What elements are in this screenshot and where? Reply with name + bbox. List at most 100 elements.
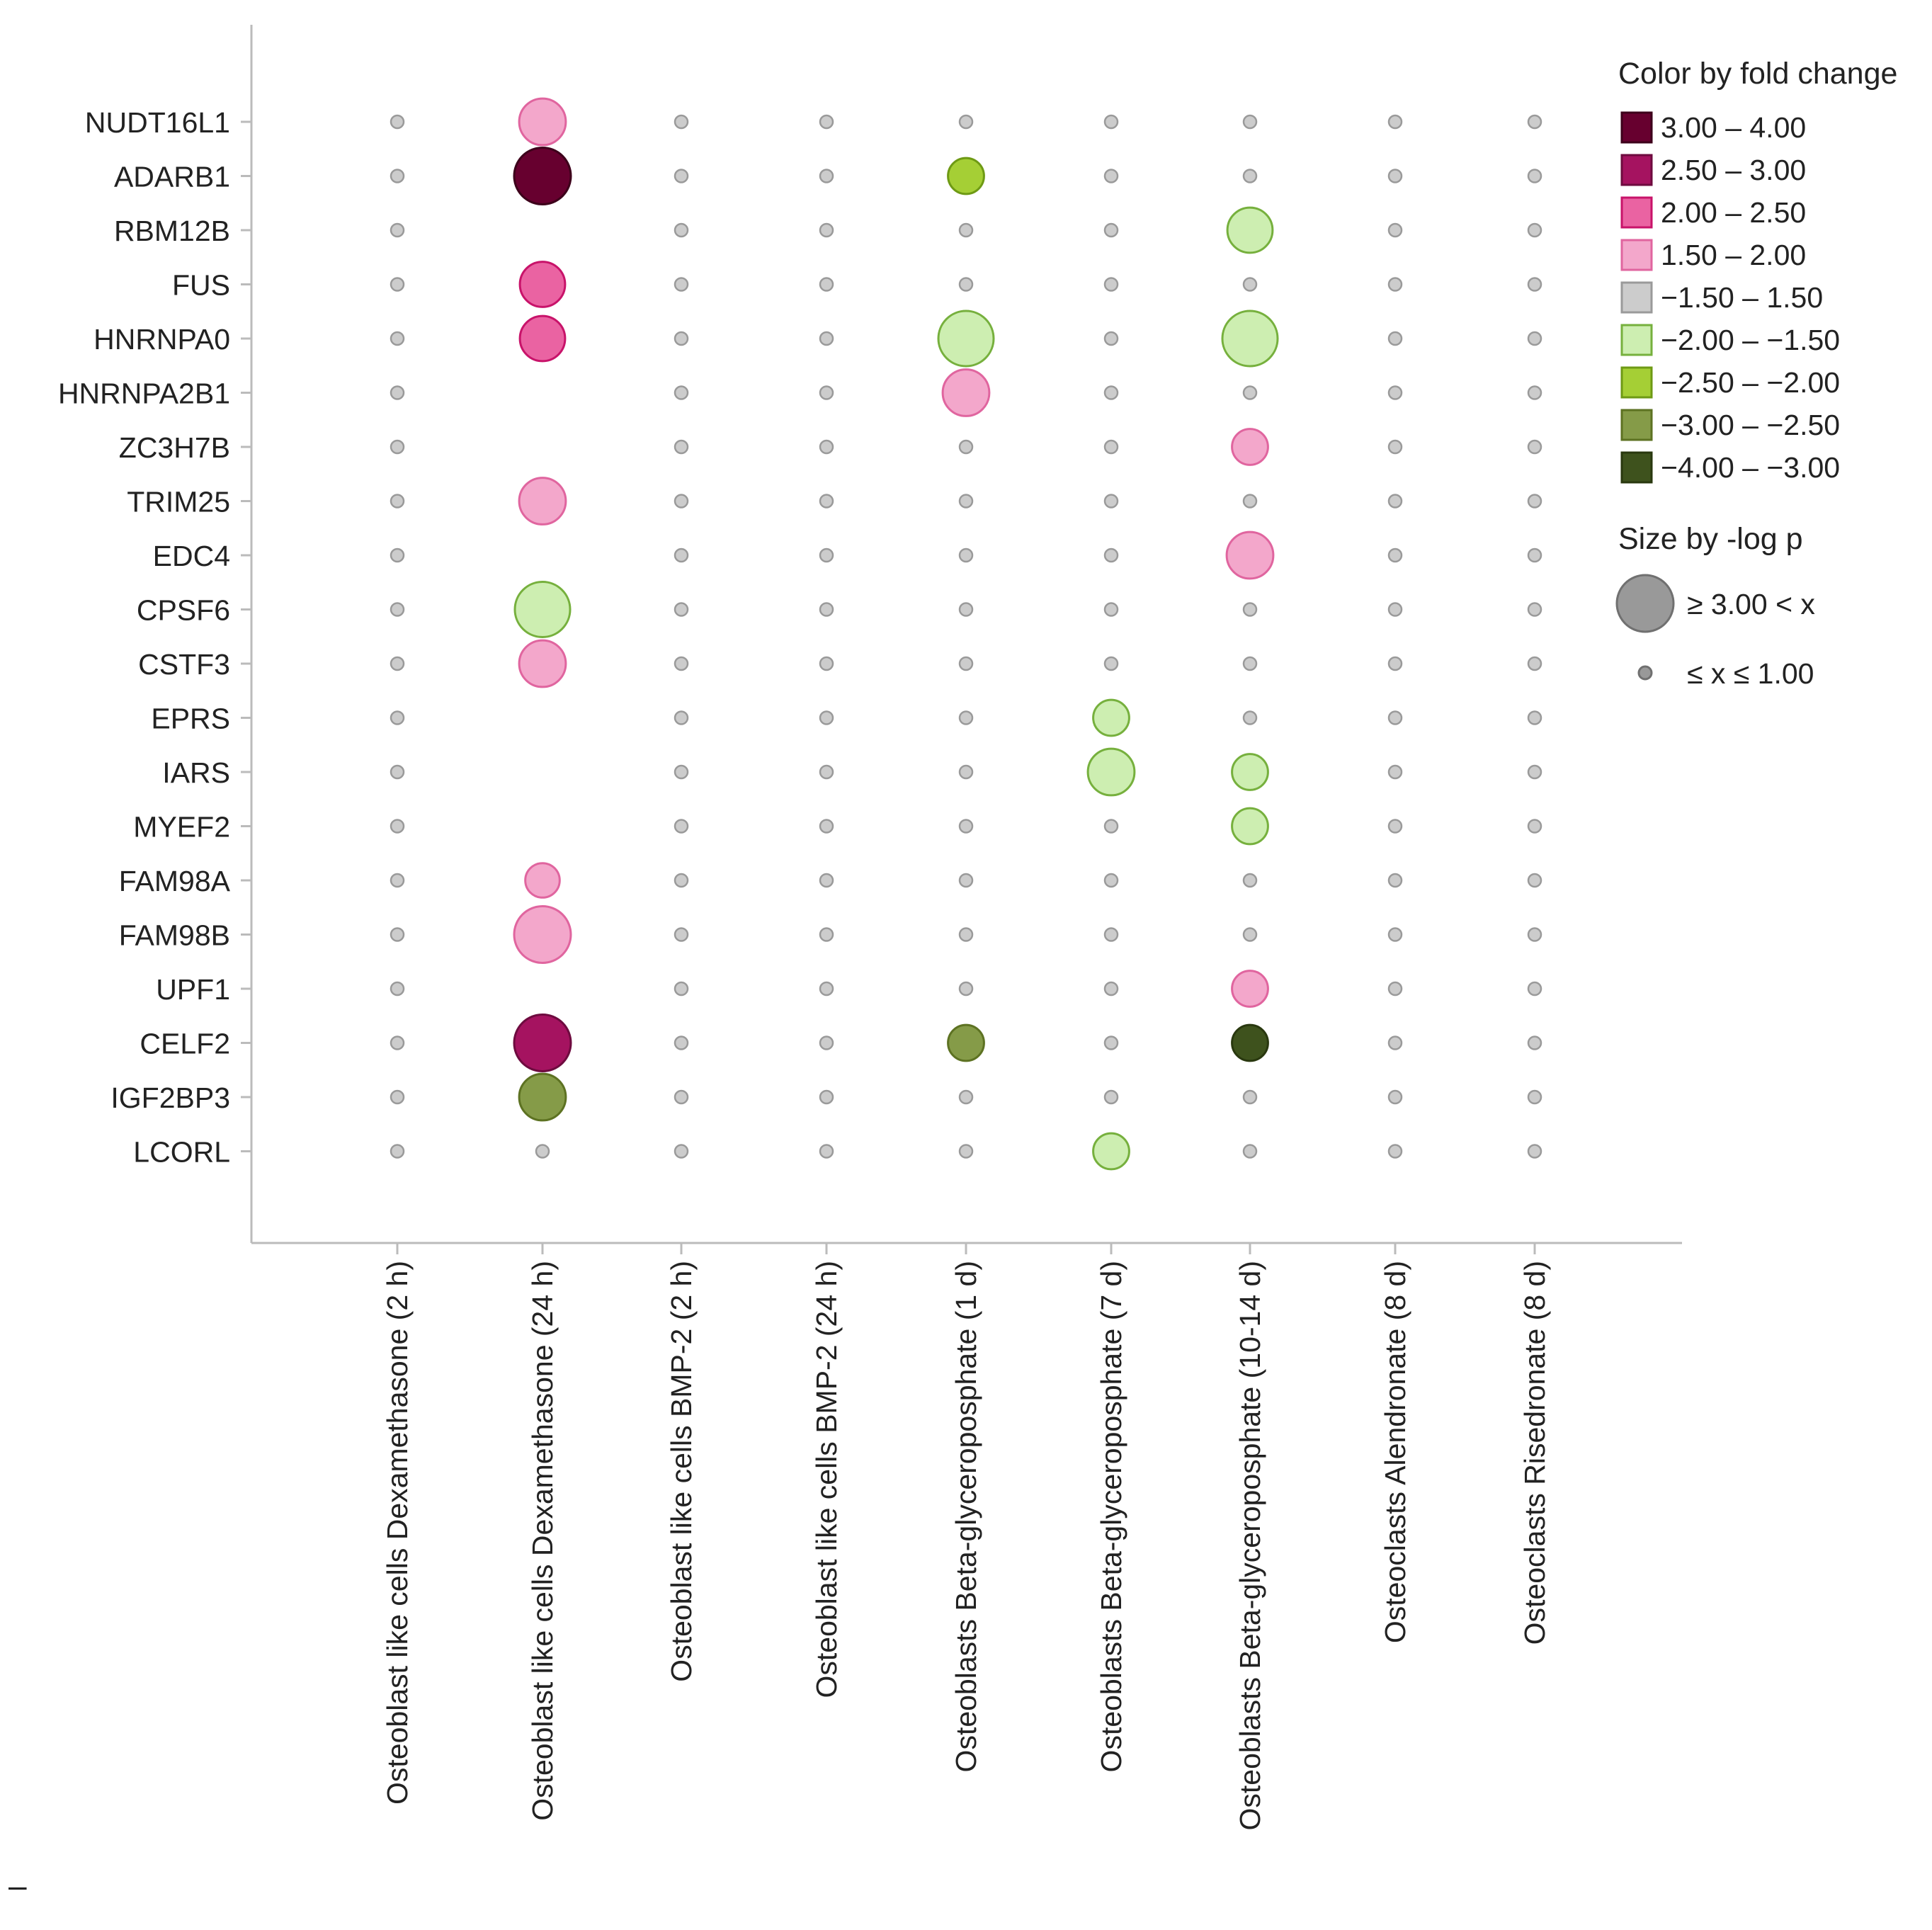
color-swatch-3: [1620, 196, 1653, 229]
dot-cpsf6-c8: [1387, 602, 1403, 617]
dot-fam98a-c5: [958, 873, 974, 888]
dot-iars-c4: [819, 764, 834, 780]
dot-significant-celf2-c7: [1231, 1023, 1269, 1062]
dot-cstf3-c3: [674, 656, 689, 671]
dot-cpsf6-c5: [958, 602, 974, 617]
y-label-hnrnpa0: HNRNPA0: [93, 323, 230, 356]
dot-cstf3-c5: [958, 656, 974, 671]
dot-igf2bp3-c8: [1387, 1089, 1403, 1105]
dot-lcorl-c4: [819, 1144, 834, 1159]
x-ticks: [396, 1243, 1536, 1254]
dot-lcorl-c1: [390, 1144, 405, 1159]
dot-edc4-c9: [1527, 547, 1542, 563]
x-label-1: Osteoblast like cells Dexamethasone (2 h…: [381, 1261, 414, 1805]
dot-edc4-c1: [390, 547, 405, 563]
dot-significant-celf2-c5: [947, 1023, 985, 1062]
dot-lcorl-c8: [1387, 1144, 1403, 1159]
dot-myef2-c5: [958, 819, 974, 834]
dot-rbm12b-c1: [390, 222, 405, 238]
dot-hnrnpa0-c4: [819, 331, 834, 346]
dot-hnrnpa2b1-c9: [1527, 385, 1542, 400]
dot-nudt16l1-c4: [819, 114, 834, 130]
color-label-1: 3.00 – 4.00: [1661, 111, 1806, 144]
dot-eprs-c4: [819, 710, 834, 725]
dot-fus-c5: [958, 277, 974, 292]
dot-significant-iars-c6: [1086, 747, 1136, 797]
y-tick-labels: NUDT16L1 ADARB1 RBM12B FUS HNRNPA0 HNRNPA2B1 Z…: [58, 106, 231, 1169]
size-legend-label-1: ≥ 3.00 < x: [1687, 588, 1815, 620]
dot-nudt16l1-c8: [1387, 114, 1403, 130]
dot-iars-c1: [390, 764, 405, 780]
dot-significant-myef2-c7: [1231, 807, 1269, 846]
color-legend-title: Color by fold change: [1618, 57, 1897, 91]
dot-edc4-c5: [958, 547, 974, 563]
color-label-2: 2.50 – 3.00: [1661, 154, 1806, 186]
size-legend-label-2: ≤ x ≤ 1.00: [1687, 657, 1814, 690]
dot-fam98b-c5: [958, 927, 974, 942]
dot-iars-c9: [1527, 764, 1542, 780]
dot-cstf3-c1: [390, 656, 405, 671]
y-label-eprs: EPRS: [151, 703, 230, 735]
dot-adarb1-c8: [1387, 169, 1403, 183]
size-legend-circle-2: [1637, 665, 1653, 681]
legend: Color by fold change 3.00 – 4.00 2.50 – 3…: [1615, 57, 1897, 690]
dot-cpsf6-c7: [1242, 602, 1258, 617]
dot-cstf3-c4: [819, 656, 834, 671]
dot-lcorl-c2: [535, 1144, 550, 1159]
dot-fus-c8: [1387, 277, 1403, 292]
dot-rbm12b-c9: [1527, 222, 1542, 238]
dot-significant-upf1-c7: [1231, 970, 1269, 1008]
dot-significant-lcorl-c6: [1092, 1132, 1130, 1171]
y-label-myef2: MYEF2: [133, 811, 230, 844]
dot-cpsf6-c4: [819, 602, 834, 617]
dot-rbm12b-c8: [1387, 222, 1403, 238]
dot-hnrnpa2b1-c6: [1103, 385, 1119, 400]
dot-nudt16l1-c5: [958, 114, 974, 130]
dot-fam98b-c8: [1387, 927, 1403, 942]
color-label-3: 2.00 – 2.50: [1661, 196, 1806, 229]
dot-eprs-c8: [1387, 710, 1403, 725]
dot-celf2-c9: [1527, 1035, 1542, 1050]
color-label-9: −4.00 – −3.00: [1661, 451, 1840, 484]
dot-fam98a-c4: [819, 873, 834, 888]
dot-eprs-c5: [958, 710, 974, 725]
dot-celf2-c4: [819, 1035, 834, 1050]
dot-significant-fus-c2: [518, 261, 567, 308]
dot-edc4-c6: [1103, 547, 1119, 563]
dot-adarb1-c6: [1103, 169, 1119, 183]
dot-iars-c3: [674, 764, 689, 780]
dot-edc4-c4: [819, 547, 834, 563]
color-swatch-1: [1620, 111, 1653, 144]
dot-nudt16l1-c7: [1242, 114, 1258, 130]
dot-significant-rbm12b-c7: [1226, 206, 1274, 254]
x-label-8: Osteoclasts Alendronate (8 d): [1379, 1261, 1411, 1643]
dot-cstf3-c8: [1387, 656, 1403, 671]
dot-myef2-c8: [1387, 819, 1403, 834]
dot-nudt16l1-c3: [674, 114, 689, 130]
dot-fam98a-c3: [674, 873, 689, 888]
dot-edc4-c8: [1387, 547, 1403, 563]
dot-trim25-c7: [1242, 494, 1258, 509]
dot-significant-adarb1-c2: [513, 147, 572, 205]
dot-significant-eprs-c6: [1092, 698, 1130, 737]
color-swatch-7: [1620, 366, 1653, 399]
dot-significant-cpsf6-c2: [513, 581, 572, 638]
y-ticks: [241, 120, 251, 1152]
dot-significant-nudt16l1-c2: [518, 97, 567, 147]
dot-upf1-c4: [819, 981, 834, 997]
dot-adarb1-c9: [1527, 169, 1542, 183]
dot-cstf3-c6: [1103, 656, 1119, 671]
stray-dash-mark: –: [8, 1867, 27, 1904]
dot-hnrnpa2b1-c3: [674, 385, 689, 400]
dot-significant-cstf3-c2: [518, 639, 567, 688]
dot-significant-zc3h7b-c7: [1231, 428, 1269, 466]
color-label-4: 1.50 – 2.00: [1661, 239, 1806, 271]
dot-igf2bp3-c6: [1103, 1089, 1119, 1105]
dot-hnrnpa0-c6: [1103, 331, 1119, 346]
color-label-6: −2.00 – −1.50: [1661, 324, 1840, 356]
dot-cstf3-c7: [1242, 656, 1258, 671]
dot-fam98a-c1: [390, 873, 405, 888]
dot-fus-c6: [1103, 277, 1119, 292]
dot-cpsf6-c1: [390, 602, 405, 617]
y-label-zc3h7b: ZC3H7B: [119, 431, 230, 464]
